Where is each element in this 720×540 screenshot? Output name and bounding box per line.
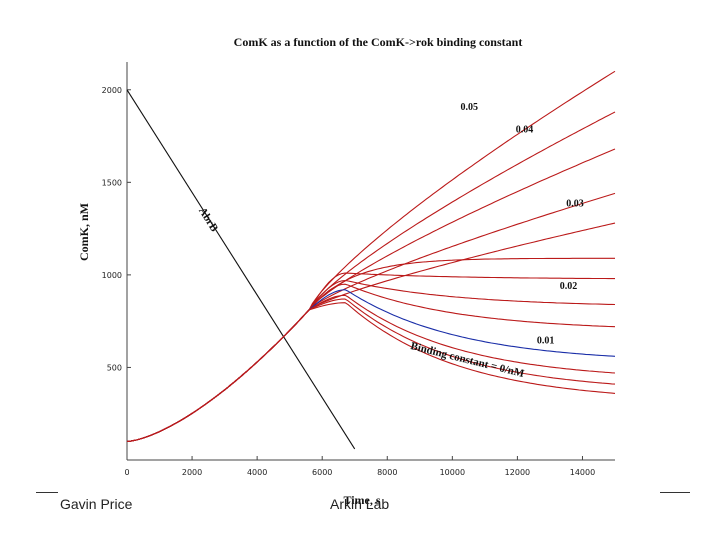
x-tick-label: 0 <box>124 468 129 477</box>
x-tick-label: 8000 <box>377 468 397 477</box>
annotation-4: 0.01 <box>537 335 555 346</box>
annotation-0: 0.05 <box>460 102 478 113</box>
series-group <box>126 70 616 450</box>
y-tick-label: 1500 <box>102 178 122 187</box>
x-tick-label: 14000 <box>570 468 595 477</box>
footer-rule-right <box>660 492 690 493</box>
annotation-3: 0.02 <box>560 281 578 292</box>
axis-ticks: 0 2000 4000 6000 8000 10000 12000 14000 500 1000 1… <box>102 86 596 477</box>
annotation-2: 0.03 <box>566 198 584 209</box>
x-tick-label: 4000 <box>247 468 267 477</box>
footer-lab: Arkin Lab <box>330 496 390 512</box>
plot-area <box>127 62 615 460</box>
y-axis-label: ComK, nM <box>77 203 91 261</box>
annotation-1: 0.04 <box>516 124 534 135</box>
x-tick-label: 10000 <box>440 468 465 477</box>
footer-author: Gavin Price <box>60 496 133 512</box>
y-tick-label: 1000 <box>102 271 122 280</box>
x-axis-label: Time, s <box>343 493 380 507</box>
chart-title: ComK as a function of the ComK->rok bind… <box>234 35 523 49</box>
y-tick-label: 2000 <box>102 86 122 95</box>
x-tick-label: 6000 <box>312 468 332 477</box>
series-line-13 <box>126 302 616 443</box>
x-tick-label: 2000 <box>182 468 202 477</box>
series-line-0 <box>126 89 356 450</box>
x-tick-label: 12000 <box>505 468 530 477</box>
footer-rule-left <box>36 492 58 493</box>
y-tick-label: 500 <box>107 363 122 372</box>
